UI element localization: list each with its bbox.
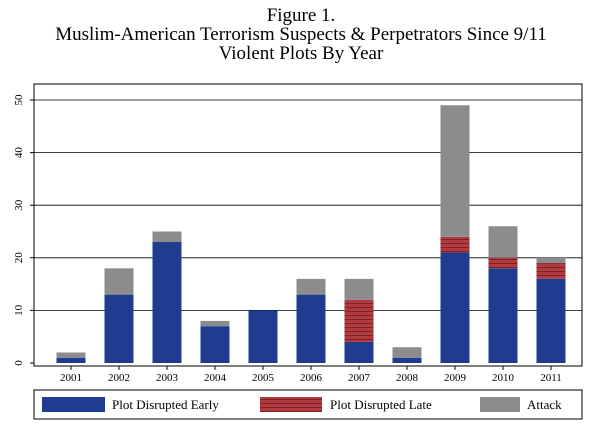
bar-segment [440,236,470,253]
legend-swatch-early [42,397,105,412]
y-tick-label: 10 [13,304,25,316]
bar-segment [440,105,470,237]
bar-segment [152,231,182,243]
y-tick-label: 20 [13,252,25,264]
bar-segment [344,341,374,363]
x-tick-label: 2002 [108,372,130,384]
y-tick-label: 0 [13,360,25,366]
legend: Plot Disrupted Early Plot Disrupted Late… [33,389,583,420]
bars [56,105,566,363]
bar-segment [152,242,182,363]
y-tick-label: 40 [13,147,25,159]
bar-segment [440,252,470,363]
bar-segment [200,326,230,363]
bar-segment [392,357,422,363]
x-tick-label: 2006 [300,372,323,384]
x-tick-label: 2004 [204,372,227,384]
x-tick-label: 2009 [444,372,467,384]
legend-swatch-attack [480,397,520,412]
bar-segment [392,347,422,358]
chart-title: Muslim-American Terrorism Suspects & Per… [55,24,547,45]
x-tick-label: 2003 [156,372,179,384]
bar-segment [488,268,518,363]
x-tick-label: 2001 [60,372,82,384]
x-tick-label: 2011 [540,372,562,384]
y-axis: 0 10 20 30 40 50 [13,94,34,366]
x-tick-label: 2005 [252,372,275,384]
y-tick-label: 30 [13,199,25,211]
legend-swatch-late [260,397,322,412]
bar-segment [296,278,326,295]
x-tick-label: 2008 [396,372,419,384]
bar-segment [488,226,518,258]
bar-segment [344,299,374,342]
bar-segment [536,257,566,264]
bar-segment [296,294,326,363]
bar-segment [248,310,278,363]
x-axis: 2001 2002 2003 2004 2005 2006 2007 2008 2009 2010… [60,366,562,384]
y-tick-label: 50 [13,94,25,106]
legend-label-late: Plot Disrupted Late [330,397,432,412]
x-tick-label: 2010 [492,372,515,384]
bar-segment [536,263,566,279]
bar-segment [200,320,230,327]
bar-segment [56,357,86,363]
legend-label-attack: Attack [527,397,562,412]
legend-label-early: Plot Disrupted Early [112,397,219,412]
bar-segment [488,257,518,269]
bar-segment [56,352,86,358]
bar-segment [344,278,374,300]
chart-subtitle: Violent Plots By Year [218,43,384,64]
bar-segment [104,294,134,363]
x-tick-label: 2007 [348,372,371,384]
bar-segment [104,268,134,295]
figure-label: Figure 1. [266,5,336,26]
bar-segment [536,278,566,363]
